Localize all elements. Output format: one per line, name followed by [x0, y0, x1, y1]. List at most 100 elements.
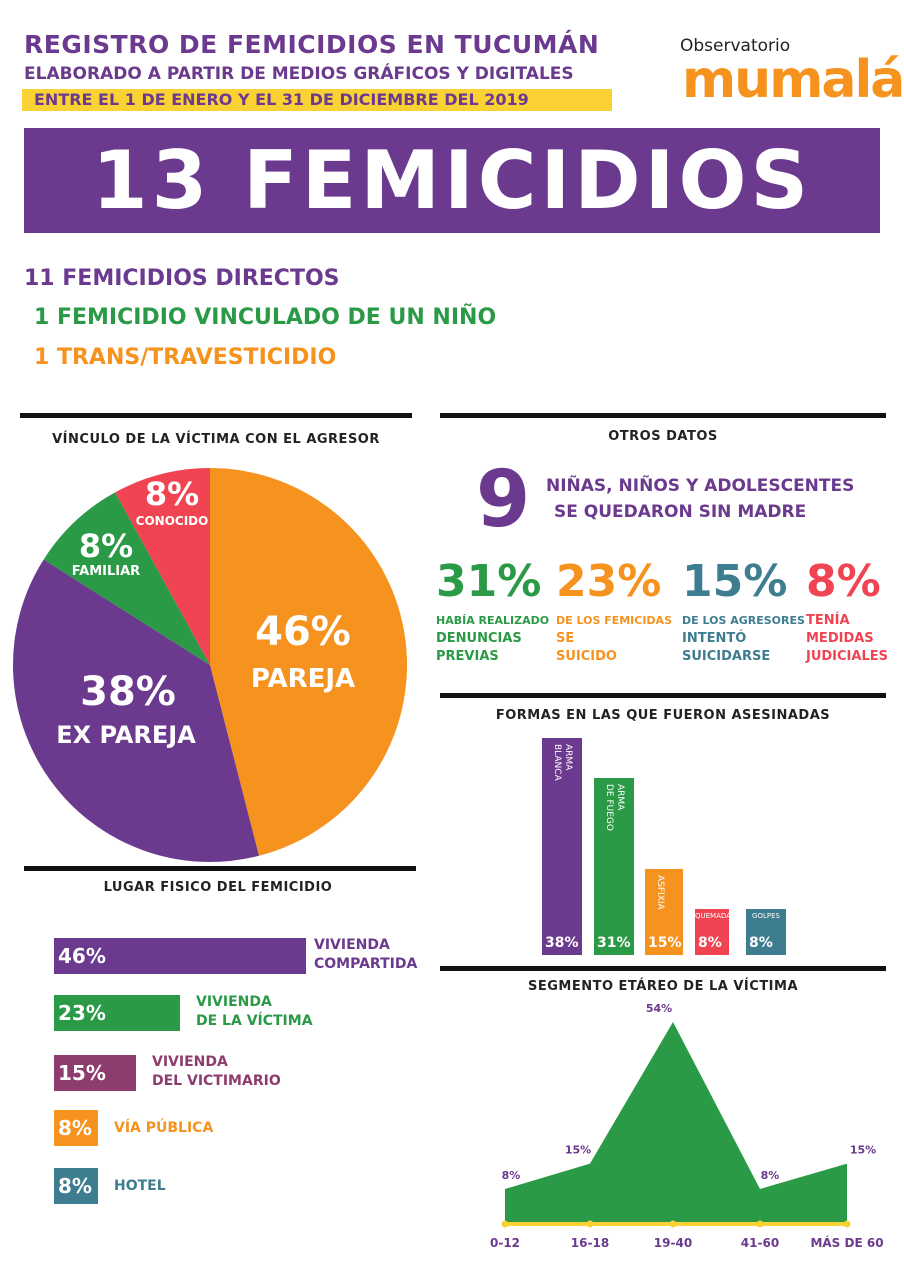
lugar-bar: 8%	[54, 1168, 98, 1204]
formas-bar-value: 8%	[698, 935, 722, 951]
lugar-bar: 15%	[54, 1055, 136, 1091]
pie-slice-value: 38%	[80, 669, 176, 715]
stat-label-line: SUICIDO	[556, 649, 617, 664]
formas-bar	[695, 909, 729, 955]
lugar-label-line: DEL VICTIMARIO	[152, 1073, 281, 1089]
page-subtitle: ELABORADO A PARTIR DE MEDIOS GRÁFICOS Y …	[24, 64, 574, 84]
lugar-label-line: VÍA PÚBLICA	[114, 1120, 214, 1136]
formas-bar-value: 15%	[648, 935, 682, 951]
formas-bar-value: 31%	[597, 935, 631, 951]
lugar-bar: 8%	[54, 1110, 98, 1146]
pie-slice-familiar	[43, 492, 210, 665]
age-area	[505, 1022, 847, 1224]
formas-bar	[542, 738, 582, 955]
age-data-label: 15%	[850, 1144, 876, 1157]
age-tick-label: 19-40	[654, 1236, 692, 1250]
age-tick-label: 41-60	[741, 1236, 779, 1250]
stat-label-line: DE LOS FEMICIDAS	[556, 614, 672, 627]
stat-label-line: TENÍA	[806, 613, 850, 628]
kids-line-2: SE QUEDARON SIN MADRE	[554, 502, 807, 522]
formas-bar-value: 38%	[545, 935, 579, 951]
age-tick	[756, 1220, 764, 1228]
stat-label-line: INTENTÓ	[682, 631, 747, 646]
formas-bar	[645, 869, 683, 955]
logo-brand: mumalá	[682, 50, 904, 110]
formas-bar	[594, 778, 634, 955]
formas-bar-value: 8%	[749, 935, 773, 951]
formas-bar-label-line: BLANCA	[552, 744, 562, 781]
formas-bar-label-line: DE FUEGO	[604, 784, 614, 831]
otros-title: OTROS DATOS	[608, 429, 718, 444]
summary-item: 1 TRANS/TRAVESTICIDIO	[34, 345, 337, 370]
stat-label-line: DE LOS AGRESORES	[682, 614, 805, 627]
pie-slice-ex-pareja	[12, 559, 259, 862]
lugar-title: LUGAR FISICO DEL FEMICIDIO	[103, 880, 333, 895]
age-data-label: 8%	[502, 1169, 521, 1182]
pie-slice-label: PAREJA	[251, 664, 355, 694]
formas-bar-label-line: ARMA	[615, 784, 625, 811]
pie-slice-conocido	[115, 468, 210, 665]
age-data-label: 8%	[761, 1169, 780, 1182]
divider	[440, 693, 886, 698]
pie-slice-label: EX PAREJA	[56, 721, 196, 749]
lugar-label-line: VIVIENDA	[196, 994, 272, 1010]
logo-observatorio: Observatorio	[680, 36, 791, 56]
formas-bar-label: GOLPES	[752, 912, 780, 920]
age-data-label: 54%	[646, 1002, 672, 1015]
summary-item: 11 FEMICIDIOS DIRECTOS	[24, 266, 340, 291]
age-area-chart: 0-12 8% 16-18 15% 19-40 54% 41-60 8% MÁS DE 60 15…	[490, 1002, 884, 1250]
stat-label-line: DENUNCIAS	[436, 631, 522, 646]
lugar-label-line: DE LA VÍCTIMA	[196, 1013, 313, 1029]
total-banner: 13 FEMICIDIOS	[24, 128, 880, 233]
pie-title: VÍNCULO DE LA VÍCTIMA CON EL AGRESOR	[52, 432, 380, 447]
age-tick	[669, 1220, 677, 1228]
stat-label-line: HABÍA REALIZADO	[436, 614, 550, 627]
pie-slice-label: CONOCIDO	[136, 514, 209, 528]
age-tick-label: MÁS DE 60	[810, 1235, 883, 1250]
formas-title: FORMAS EN LAS QUE FUERON ASESINADAS	[495, 708, 831, 723]
age-data-label: 15%	[565, 1144, 591, 1157]
lugar-label-line: HOTEL	[114, 1178, 166, 1194]
formas-bar-label: QUEMADA	[695, 912, 731, 920]
stat-label-line: JUDICIALES	[806, 649, 888, 664]
formas-bar	[746, 909, 786, 955]
age-tick	[586, 1220, 594, 1228]
divider	[24, 866, 416, 871]
formas-bar-label-line: ASFIXIA	[655, 875, 665, 910]
page-title: REGISTRO DE FEMICIDIOS EN TUCUMÁN	[24, 30, 600, 59]
stat-label-line: PREVIAS	[436, 649, 499, 664]
divider	[440, 966, 886, 971]
kids-line-1: NIÑAS, NIÑOS Y ADOLESCENTES	[546, 476, 855, 496]
age-tick	[501, 1220, 509, 1228]
pie-slice-pareja	[210, 468, 408, 856]
lugar-label-line: VIVIENDA	[314, 937, 390, 953]
lugar-label-line: VIVIENDA	[152, 1054, 228, 1070]
divider	[20, 413, 412, 418]
lugar-label-line: COMPARTIDA	[314, 956, 418, 972]
pie-slice-label: FAMILIAR	[72, 564, 140, 579]
age-tick	[843, 1220, 851, 1228]
kids-number: 9	[476, 455, 531, 545]
stat-value: 31%	[436, 556, 542, 607]
stat-value: 8%	[806, 556, 881, 607]
lugar-bar: 46%	[54, 938, 306, 974]
stat-label-line: SUICIDARSE	[682, 649, 771, 664]
date-range: ENTRE EL 1 DE ENERO Y EL 31 DE DICIEMBRE…	[22, 89, 612, 111]
age-tick-label: 0-12	[490, 1236, 520, 1250]
stat-label-line: SE	[556, 631, 575, 646]
pie-slice-value: 8%	[145, 475, 199, 513]
stat-value: 15%	[682, 556, 788, 607]
summary-item: 1 FEMICIDIO VINCULADO DE UN NIÑO	[34, 305, 497, 330]
formas-bar-label: ARMA BLANCA	[551, 744, 573, 781]
stat-label-line: MEDIDAS	[806, 631, 874, 646]
formas-bar-label-line: ARMA	[563, 744, 573, 771]
formas-bar-label: ARMA DE FUEGO	[603, 784, 625, 831]
age-tick-label: 16-18	[571, 1236, 609, 1250]
pie-slice-value: 8%	[79, 527, 133, 565]
age-title: SEGMENTO ETÁREO DE LA VÍCTIMA	[527, 979, 799, 994]
stat-value: 23%	[556, 556, 662, 607]
pie-slice-value: 46%	[255, 609, 351, 655]
lugar-bar: 23%	[54, 995, 180, 1031]
divider	[440, 413, 886, 418]
